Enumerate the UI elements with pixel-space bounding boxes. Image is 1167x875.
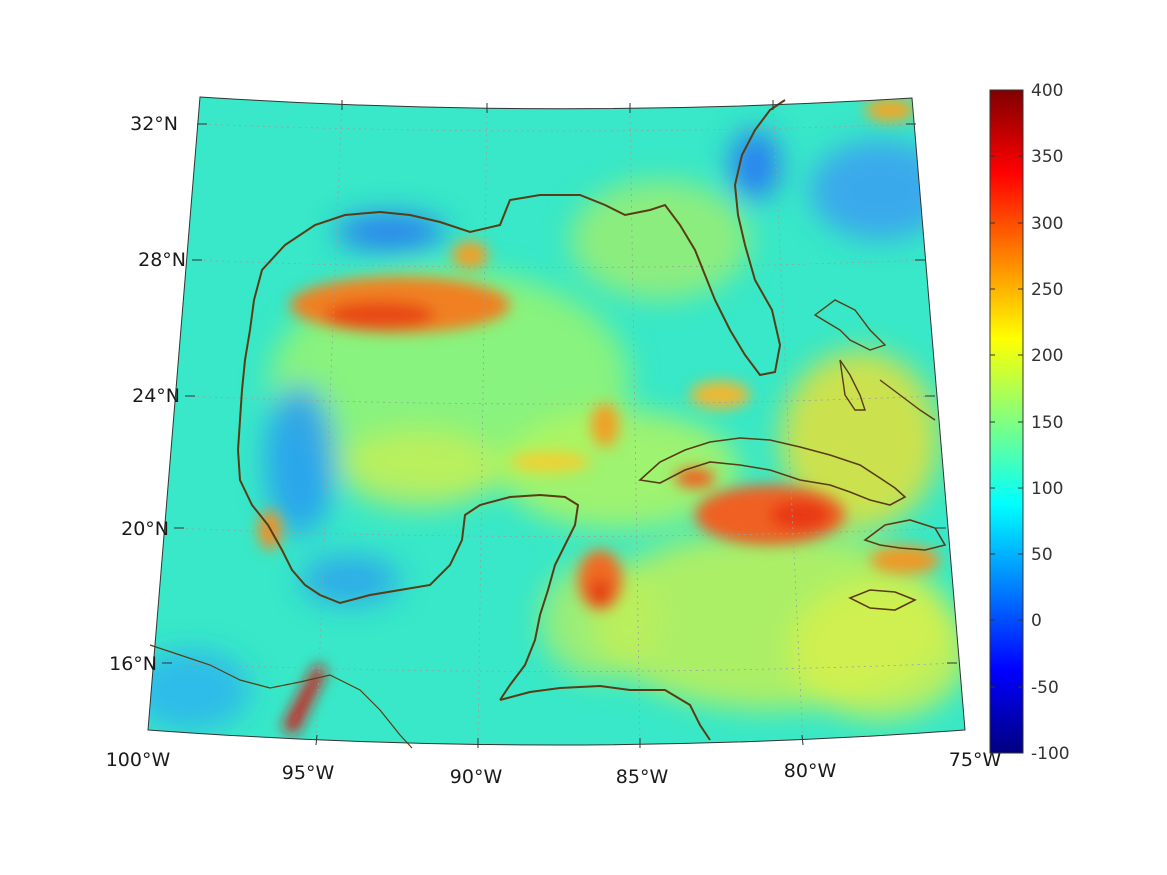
lon-label-95w: 95°W xyxy=(282,762,335,784)
colorbar-labels: 400 350 300 250 200 150 100 50 0 -50 -10… xyxy=(1031,81,1070,764)
lon-label-100w: 100°W xyxy=(106,749,171,771)
colorbar-tick-label: 350 xyxy=(1031,147,1063,167)
bahamas-coast xyxy=(813,299,936,421)
colorbar-tick-label: 100 xyxy=(1031,479,1063,499)
colorbar-tick-label: 0 xyxy=(1031,611,1042,631)
mexico-coast xyxy=(236,299,580,701)
graticule xyxy=(161,99,958,749)
colorbar-tick-label: -50 xyxy=(1031,678,1059,698)
central-america-coast xyxy=(499,684,711,741)
lon-label-85w: 85°W xyxy=(616,766,669,788)
colorbar-ticks xyxy=(990,89,1023,754)
frame-ticks xyxy=(162,100,957,748)
lon-label-90w: 90°W xyxy=(450,766,503,788)
lat-label-16n: 16°N xyxy=(109,653,157,675)
colorbar-tick-label: 150 xyxy=(1031,413,1063,433)
lon-label-80w: 80°W xyxy=(784,760,837,782)
colorbar: 400 350 300 250 200 150 100 50 0 -50 -10… xyxy=(989,81,1070,764)
colorbar-tick-label: 200 xyxy=(1031,346,1063,366)
colorbar-tick-label: 400 xyxy=(1031,81,1063,101)
heat-field xyxy=(148,97,965,745)
colorbar-tick-label: 250 xyxy=(1031,280,1063,300)
colorbar-tick-label: -100 xyxy=(1031,744,1070,764)
colorbar-tick-label: 300 xyxy=(1031,214,1063,234)
jamaica-coast xyxy=(848,589,917,611)
colorbar-scale xyxy=(989,89,1024,754)
latitude-labels: 16°N 20°N 24°N 28°N 32°N xyxy=(109,113,186,675)
longitude-labels: 100°W 95°W 90°W 85°W 80°W 75°W xyxy=(106,749,1002,788)
map-frame xyxy=(147,96,966,746)
pacific-coast xyxy=(149,644,413,749)
hispaniola-coast xyxy=(863,519,947,551)
gulf-coast-north xyxy=(253,99,786,377)
lat-label-24n: 24°N xyxy=(132,385,180,407)
lat-label-28n: 28°N xyxy=(138,249,186,271)
lat-label-20n: 20°N xyxy=(121,518,169,540)
colorbar-tick-label: 50 xyxy=(1031,545,1053,565)
cuba-coast xyxy=(638,437,907,506)
coastlines xyxy=(149,99,947,749)
lat-label-32n: 32°N xyxy=(130,113,178,135)
lon-label-75w: 75°W xyxy=(949,749,1002,771)
